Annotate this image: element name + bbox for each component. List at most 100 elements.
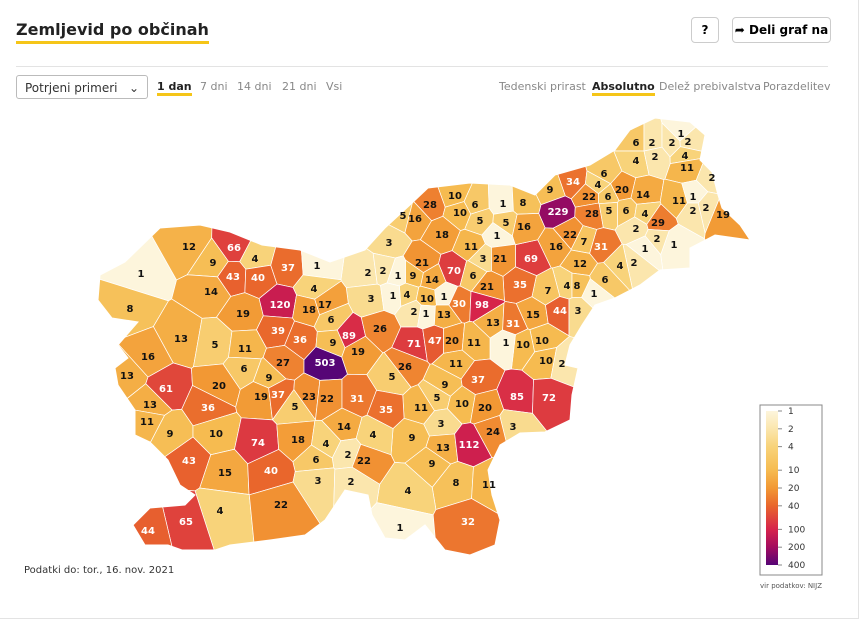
- value-label: 2: [631, 258, 638, 269]
- value-label: 5: [606, 206, 613, 217]
- value-label: 21: [415, 258, 429, 269]
- legend-label: 20: [788, 484, 800, 494]
- value-label: 3: [480, 254, 487, 265]
- value-label: 1: [395, 271, 402, 282]
- value-label: 2: [559, 359, 566, 370]
- value-label: 61: [159, 384, 173, 395]
- value-label: 4: [595, 180, 602, 191]
- value-label: 9: [330, 338, 337, 349]
- select[interactable]: Potrjeni primeri ⌄: [16, 75, 148, 99]
- value-label: 6: [623, 206, 630, 217]
- legend-label: 1: [788, 407, 794, 417]
- value-label: 4: [405, 486, 412, 497]
- value-label: 3: [368, 294, 375, 305]
- value-label: 11: [467, 338, 481, 349]
- tab[interactable]: Delež prebivalstva: [659, 80, 762, 93]
- help-button[interactable]: ?: [691, 17, 719, 43]
- value-label: 21: [480, 282, 494, 293]
- value-label: 22: [320, 394, 334, 405]
- value-label: 71: [407, 339, 421, 350]
- value-label: 2: [690, 206, 697, 217]
- value-label: 10: [448, 191, 462, 202]
- value-label: 16: [408, 214, 422, 225]
- value-label: 29: [651, 218, 665, 229]
- value-label: 6: [328, 315, 335, 326]
- value-label: 16: [549, 242, 563, 253]
- value-label: 26: [398, 362, 412, 373]
- municipality: [695, 118, 750, 195]
- value-label: 18: [435, 230, 449, 241]
- tab[interactable]: Porazdelitev: [763, 80, 831, 93]
- value-label: 4: [370, 430, 377, 441]
- share-button[interactable]: ➦ Deli graf na: [732, 17, 831, 43]
- value-label: 1: [678, 129, 685, 140]
- value-label: 32: [461, 517, 475, 528]
- tab[interactable]: Absolutno: [592, 80, 655, 96]
- value-label: 10: [455, 399, 469, 410]
- tab[interactable]: Tedenski prirast: [499, 80, 586, 93]
- value-label: 22: [357, 456, 371, 467]
- value-label: 10: [420, 294, 434, 305]
- value-label: 11: [140, 417, 154, 428]
- value-label: 14: [636, 190, 650, 201]
- value-label: 11: [449, 359, 463, 370]
- value-label: 13: [174, 334, 188, 345]
- value-label: 2: [685, 137, 692, 148]
- value-label: 72: [542, 393, 556, 404]
- tab[interactable]: 14 dni: [237, 80, 272, 93]
- value-label: 19: [716, 210, 730, 221]
- value-label: 9: [266, 373, 273, 384]
- outline: [97, 117, 752, 556]
- value-label: 1: [503, 338, 510, 349]
- value-label: 11: [482, 480, 496, 491]
- municipality: [660, 223, 750, 448]
- value-label: 37: [281, 263, 295, 274]
- share-icon: ➦: [734, 23, 750, 37]
- value-label: 43: [226, 272, 240, 283]
- value-label: 11: [238, 344, 252, 355]
- value-label: 36: [293, 335, 307, 346]
- tab[interactable]: 7 dni: [200, 80, 228, 93]
- value-label: 18: [291, 435, 305, 446]
- value-label: 11: [414, 403, 428, 414]
- source: vir podatkov: NIJZ: [760, 582, 822, 590]
- value-label: 2: [365, 268, 372, 279]
- municipality: [98, 118, 177, 302]
- value-label: 10: [535, 336, 549, 347]
- value-label: 20: [478, 403, 492, 414]
- value-label: 69: [524, 254, 538, 265]
- value-label: 16: [517, 222, 531, 233]
- value-label: 24: [486, 427, 500, 438]
- tab[interactable]: 1 dan: [157, 80, 192, 96]
- value-label: 1: [591, 289, 598, 300]
- value-label: 17: [318, 300, 332, 311]
- value-label: 10: [453, 208, 467, 219]
- municipality: [327, 502, 440, 555]
- value-label: 8: [520, 198, 527, 209]
- value-label: 98: [475, 300, 489, 311]
- value-label: 1: [423, 309, 430, 320]
- value-label: 2: [654, 234, 661, 245]
- value-label: 13: [436, 443, 450, 454]
- value-label: 5: [477, 216, 484, 227]
- value-label: 30: [452, 299, 466, 310]
- municipality: [293, 118, 414, 234]
- tab[interactable]: Vsi: [326, 80, 343, 93]
- value-label: 22: [582, 192, 596, 203]
- value-label: 2: [703, 203, 710, 214]
- value-label: 3: [386, 238, 393, 249]
- value-label: 35: [513, 280, 527, 291]
- value-label: 4: [564, 281, 571, 292]
- value-label: 10: [209, 429, 223, 440]
- select-label: Potrjeni primeri: [25, 81, 118, 95]
- legend-label: 40: [788, 502, 800, 512]
- value-label: 503: [315, 358, 336, 369]
- value-label: 8: [453, 478, 460, 489]
- value-label: 2: [411, 307, 418, 318]
- value-label: 9: [167, 429, 174, 440]
- tab[interactable]: 21 dni: [282, 80, 317, 93]
- municipality: [470, 270, 505, 302]
- legend-label: 100: [788, 525, 805, 535]
